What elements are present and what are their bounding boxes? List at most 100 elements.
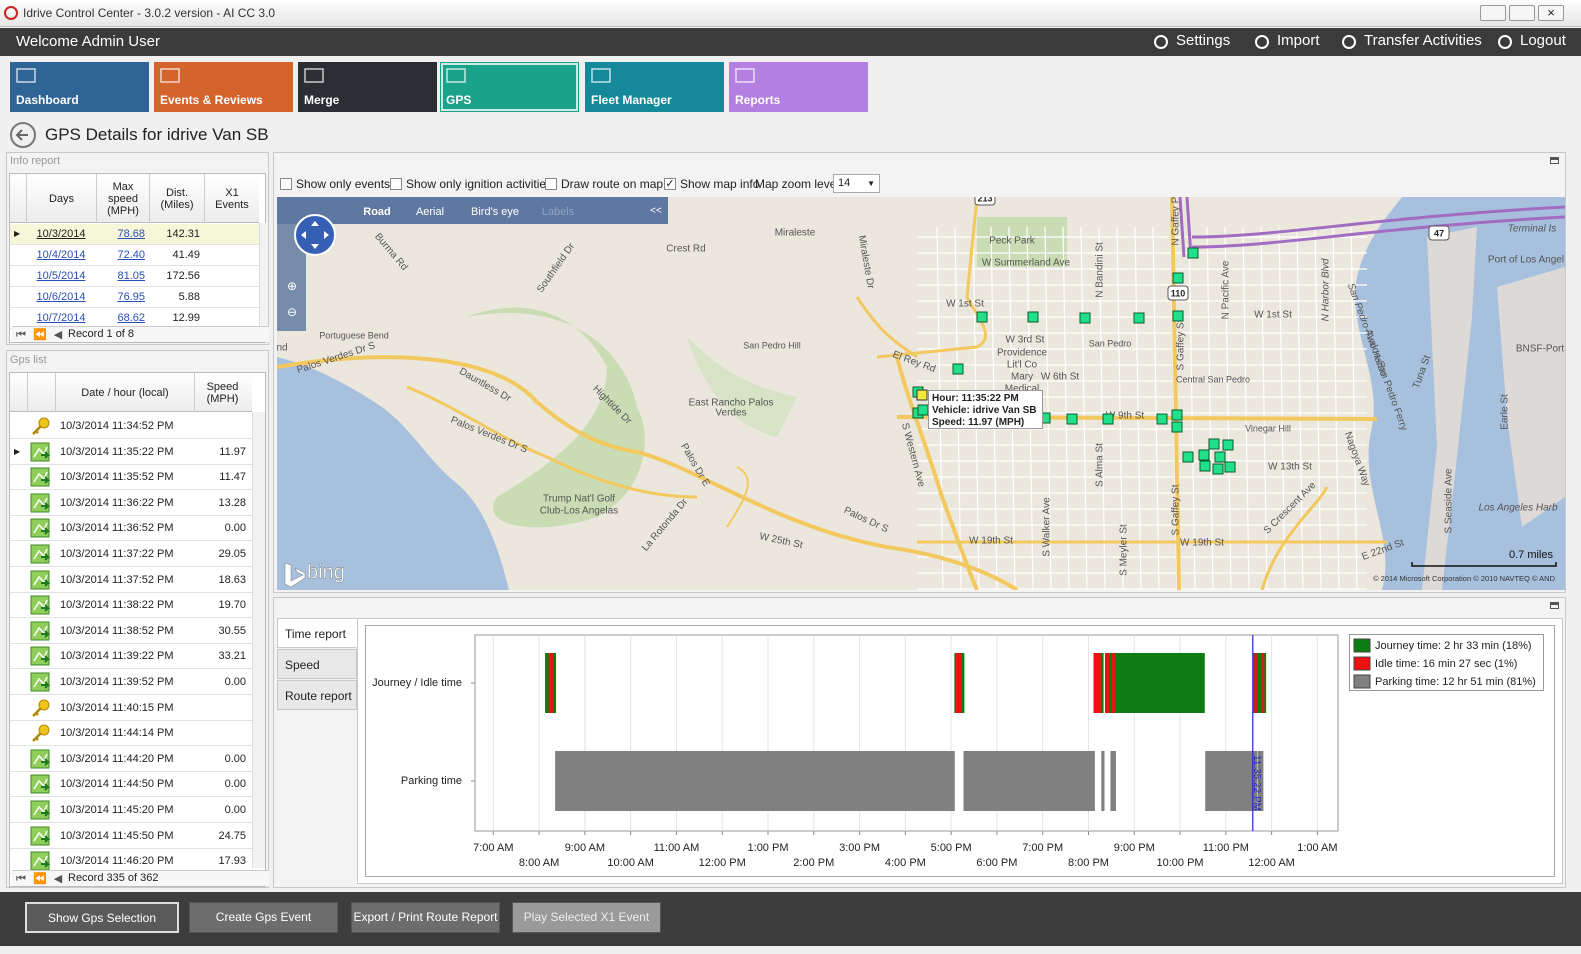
action-button[interactable]: Show Gps Selection [25, 902, 179, 933]
grid-row[interactable]: 10/6/2014 76.95 5.88 [10, 287, 259, 308]
grid-cell[interactable]: 10/3/2014 [36, 228, 86, 240]
minimize-button[interactable] [1480, 5, 1506, 21]
action-button[interactable]: Play Selected X1 Event [512, 902, 661, 933]
grid-row[interactable]: 10/5/2014 81.05 172.56 [10, 266, 259, 287]
grid-cell[interactable]: 10/6/2014 [36, 291, 86, 303]
route-shield-label: 213 [977, 197, 992, 203]
grid-cell[interactable]: 81.05 [117, 270, 145, 282]
top-link[interactable]: Transfer Activities [1336, 32, 1482, 52]
segment [1104, 653, 1110, 713]
close-button[interactable]: × [1538, 5, 1564, 21]
pager: ⏮ ⏪ ◀ Record 1 of 8 [12, 326, 269, 342]
grid-cell: 0.00 [224, 676, 246, 688]
grid-row[interactable]: 10/3/2014 11:36:22 PM 13.28 [10, 490, 252, 516]
action-button[interactable]: Create Gps Event [189, 902, 338, 933]
place-label: Providence [997, 348, 1047, 359]
grid-row[interactable]: 10/3/2014 11:45:20 PM 0.00 [10, 797, 252, 823]
nav-tab[interactable]: Merge [298, 62, 437, 112]
grid-row[interactable]: 10/3/2014 11:37:22 PM 29.05 [10, 541, 252, 567]
grid-row[interactable]: 10/3/2014 11:35:52 PM 11.47 [10, 464, 252, 491]
map-tooltip: Hour: 11:35:22 PM Vehicle: idrive Van SB S… [928, 390, 1043, 429]
grid-cell[interactable]: 68.62 [117, 312, 145, 324]
grid-row[interactable]: ▶ 10/3/2014 78.68 142.31 [10, 224, 259, 245]
nav-tab[interactable]: Events & Reviews [154, 62, 293, 112]
nav-tab-icon [160, 68, 180, 83]
checkbox[interactable]: Show only ignition activities [390, 177, 552, 191]
gps-icon [30, 672, 51, 692]
gps-icon [30, 570, 51, 590]
zoom-select[interactable]: 14 ▼ [833, 174, 880, 193]
report-tab[interactable]: Time report [277, 618, 357, 648]
grid-cell[interactable]: 78.68 [117, 228, 145, 240]
map-mode[interactable]: Labels [542, 206, 575, 218]
maximize-button[interactable] [1509, 5, 1535, 21]
icon-shape [30, 518, 50, 538]
grid-cell[interactable]: 10/5/2014 [36, 270, 86, 282]
checkbox[interactable]: Draw route on map [545, 177, 663, 191]
gps-point [1027, 311, 1039, 323]
icon-shape [30, 646, 50, 666]
top-link[interactable]: Settings [1148, 32, 1230, 52]
grid-row[interactable]: 10/3/2014 11:38:22 PM 19.70 [10, 592, 252, 619]
grid-cell: 0.00 [224, 778, 246, 791]
x-tick-label: 8:00 AM [519, 857, 559, 869]
gps-point [952, 363, 964, 375]
place-label: N Pacific Ave [1221, 260, 1232, 319]
road [277, 355, 1019, 590]
grid-row[interactable]: 10/3/2014 11:39:52 PM 0.00 [10, 669, 252, 695]
grid-row[interactable]: 10/3/2014 11:37:52 PM 18.63 [10, 567, 252, 593]
place-label: Trump Nat'l Golf [543, 494, 615, 505]
grid-row[interactable]: 10/3/2014 11:44:14 PM [10, 720, 252, 747]
icon-shape [41, 758, 51, 766]
map-mode[interactable]: Bird's eye [471, 206, 519, 218]
grid-row[interactable]: 10/3/2014 11:34:52 PM [10, 413, 252, 439]
nav-tab[interactable]: Dashboard [10, 62, 149, 112]
place-label: W 19th St [969, 536, 1013, 547]
grid-row[interactable]: 10/3/2014 11:38:52 PM 30.55 [10, 618, 252, 644]
grid-cell: 10/3/2014 11:39:52 PM [60, 676, 174, 688]
icon-shape [41, 604, 51, 612]
grid-row[interactable]: 10/3/2014 11:40:15 PM [10, 695, 252, 721]
back-button[interactable] [10, 122, 36, 148]
panel-maximize[interactable] [1550, 602, 1559, 609]
grid-cell: 10/3/2014 11:45:50 PM [60, 829, 174, 842]
top-link[interactable]: Logout [1492, 32, 1566, 52]
time-cursor-label: 11:35:22 PM [1251, 755, 1262, 811]
icon-shape [41, 578, 51, 587]
checkbox[interactable]: Show only events [280, 177, 390, 191]
place-label: S Meyler St [1119, 524, 1130, 576]
report-tab[interactable]: Speed graphic [277, 649, 357, 702]
checkbox[interactable]: ✓ Show map info [664, 177, 759, 191]
nav-tab[interactable]: GPS [440, 62, 579, 112]
map-mode[interactable]: Road [363, 206, 391, 218]
top-link[interactable]: Import [1249, 32, 1320, 52]
grid-cell[interactable]: 10/4/2014 [36, 249, 86, 261]
grid-row[interactable]: 10/3/2014 11:39:22 PM 33.21 [10, 643, 252, 670]
grid-cell: 10/3/2014 11:46:20 PM [60, 855, 174, 868]
grid-row[interactable]: 10/3/2014 11:44:50 PM 0.00 [10, 771, 252, 798]
grid-row[interactable]: 10/4/2014 72.40 41.49 [10, 245, 259, 266]
nav-tab[interactable]: Fleet Manager [585, 62, 724, 112]
grid-row[interactable]: 10/3/2014 11:45:50 PM 24.75 [10, 823, 252, 849]
report-tab[interactable]: Route report [277, 680, 357, 710]
panel-maximize[interactable] [1550, 157, 1559, 164]
gps-grid: Date / hour (local) Speed (MPH) 10/3/2014 … [9, 372, 269, 887]
grid-cell: 10/3/2014 11:44:50 PM [60, 778, 174, 791]
x-tick-label: 5:00 PM [931, 842, 972, 854]
nav-tab[interactable]: Reports [729, 62, 868, 112]
map-mode[interactable]: Aerial [416, 206, 444, 218]
action-button[interactable]: Export / Print Route Report [351, 902, 500, 933]
grid-row[interactable]: ▶ 10/3/2014 11:35:22 PM 11.97 [10, 439, 252, 465]
selected-gps-point [916, 389, 928, 401]
gps-icon [30, 595, 51, 615]
icon-shape [30, 442, 50, 462]
place-label: Vinegar Hill [1245, 423, 1291, 433]
grid-cell[interactable]: 76.95 [117, 291, 145, 303]
grid-row[interactable]: 10/3/2014 11:36:52 PM 0.00 [10, 515, 252, 542]
grid-cell[interactable]: 72.40 [117, 249, 145, 261]
place-label: N Bandini St [1095, 242, 1106, 298]
grid-cell[interactable]: 10/7/2014 [36, 312, 86, 324]
gps-point [1171, 409, 1183, 421]
grid-cell: 10/3/2014 11:40:15 PM [60, 701, 174, 714]
grid-row[interactable]: 10/3/2014 11:44:20 PM 0.00 [10, 746, 252, 772]
